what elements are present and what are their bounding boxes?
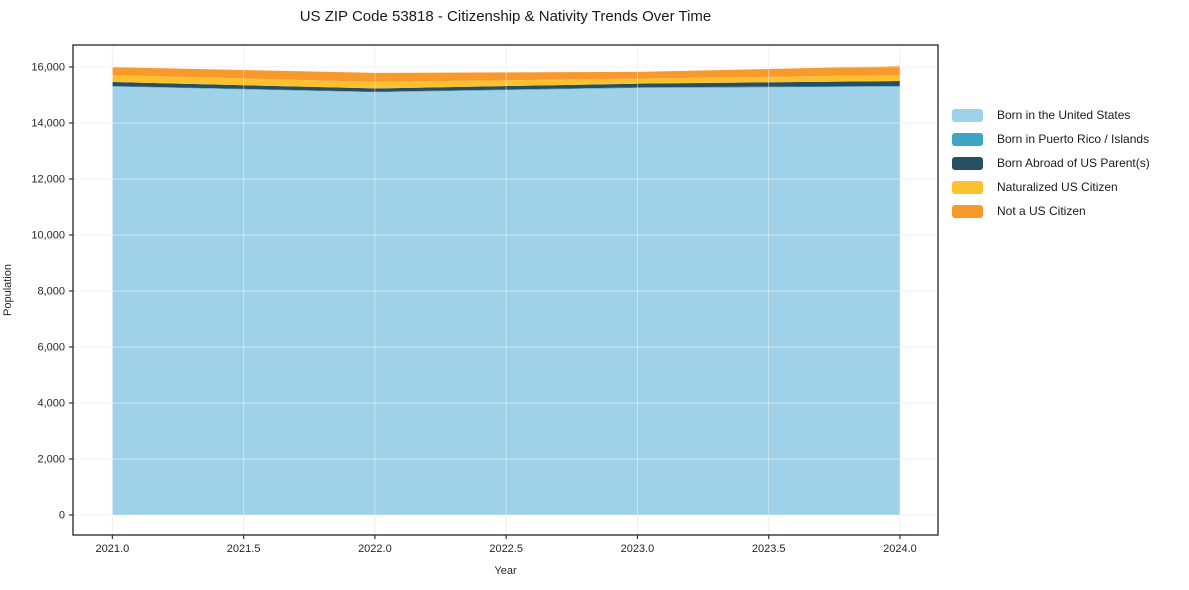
y-tick-label: 2,000 [37, 454, 65, 466]
legend-label: Born in Puerto Rico / Islands [997, 132, 1150, 146]
legend-label: Born in the United States [997, 108, 1131, 122]
area-born-abroad-of-us-parent-s [112, 81, 900, 92]
x-tick-label: 2021.5 [227, 543, 261, 555]
legend-item: Not a US Citizen [952, 199, 1150, 223]
legend-swatch [952, 204, 983, 218]
areas [112, 66, 900, 516]
y-tick-label: 0 [59, 510, 65, 522]
x-tick-label: 2024.0 [883, 543, 917, 555]
area-born-in-puerto-rico-islands [112, 86, 900, 93]
legend-item: Born Abroad of US Parent(s) [952, 151, 1150, 175]
grid-over [73, 45, 938, 535]
legend-swatch [952, 132, 983, 146]
legend-item: Naturalized US Citizen [952, 175, 1150, 199]
area-not-a-us-citizen [112, 66, 900, 82]
y-tick-label: 14,000 [31, 118, 65, 130]
legend-label: Not a US Citizen [997, 204, 1086, 218]
y-tick-label: 16,000 [31, 62, 65, 74]
x-tick-label: 2022.0 [358, 543, 392, 555]
plot-spines [72, 44, 939, 536]
legend-item: Born in Puerto Rico / Islands [952, 127, 1150, 151]
legend-swatch [952, 108, 983, 122]
y-tick-label: 12,000 [31, 174, 65, 186]
chart-title: US ZIP Code 53818 - Citizenship & Nativi… [299, 8, 712, 25]
x-tick-label: 2021.0 [96, 543, 130, 555]
legend-label: Born Abroad of US Parent(s) [997, 156, 1150, 170]
area-born-in-the-united-states [112, 86, 900, 516]
x-axis-label: Year [494, 565, 517, 577]
x-tick-label: 2022.5 [489, 543, 523, 555]
x-tick-label: 2023.5 [752, 543, 786, 555]
x-tick-label: 2023.0 [621, 543, 655, 555]
y-tick-label: 10,000 [31, 230, 65, 242]
y-tick-label: 4,000 [37, 398, 65, 410]
legend-swatch [952, 180, 983, 194]
y-axis-label: Population [2, 264, 14, 316]
legend: Born in the United States Born in Puerto … [952, 103, 1150, 223]
legend-swatch [952, 156, 983, 170]
y-tick-label: 6,000 [37, 342, 65, 354]
legend-item: Born in the United States [952, 103, 1150, 127]
area-naturalized-us-citizen [112, 74, 900, 89]
legend-label: Naturalized US Citizen [997, 180, 1118, 194]
y-tick-label: 8,000 [37, 286, 65, 298]
